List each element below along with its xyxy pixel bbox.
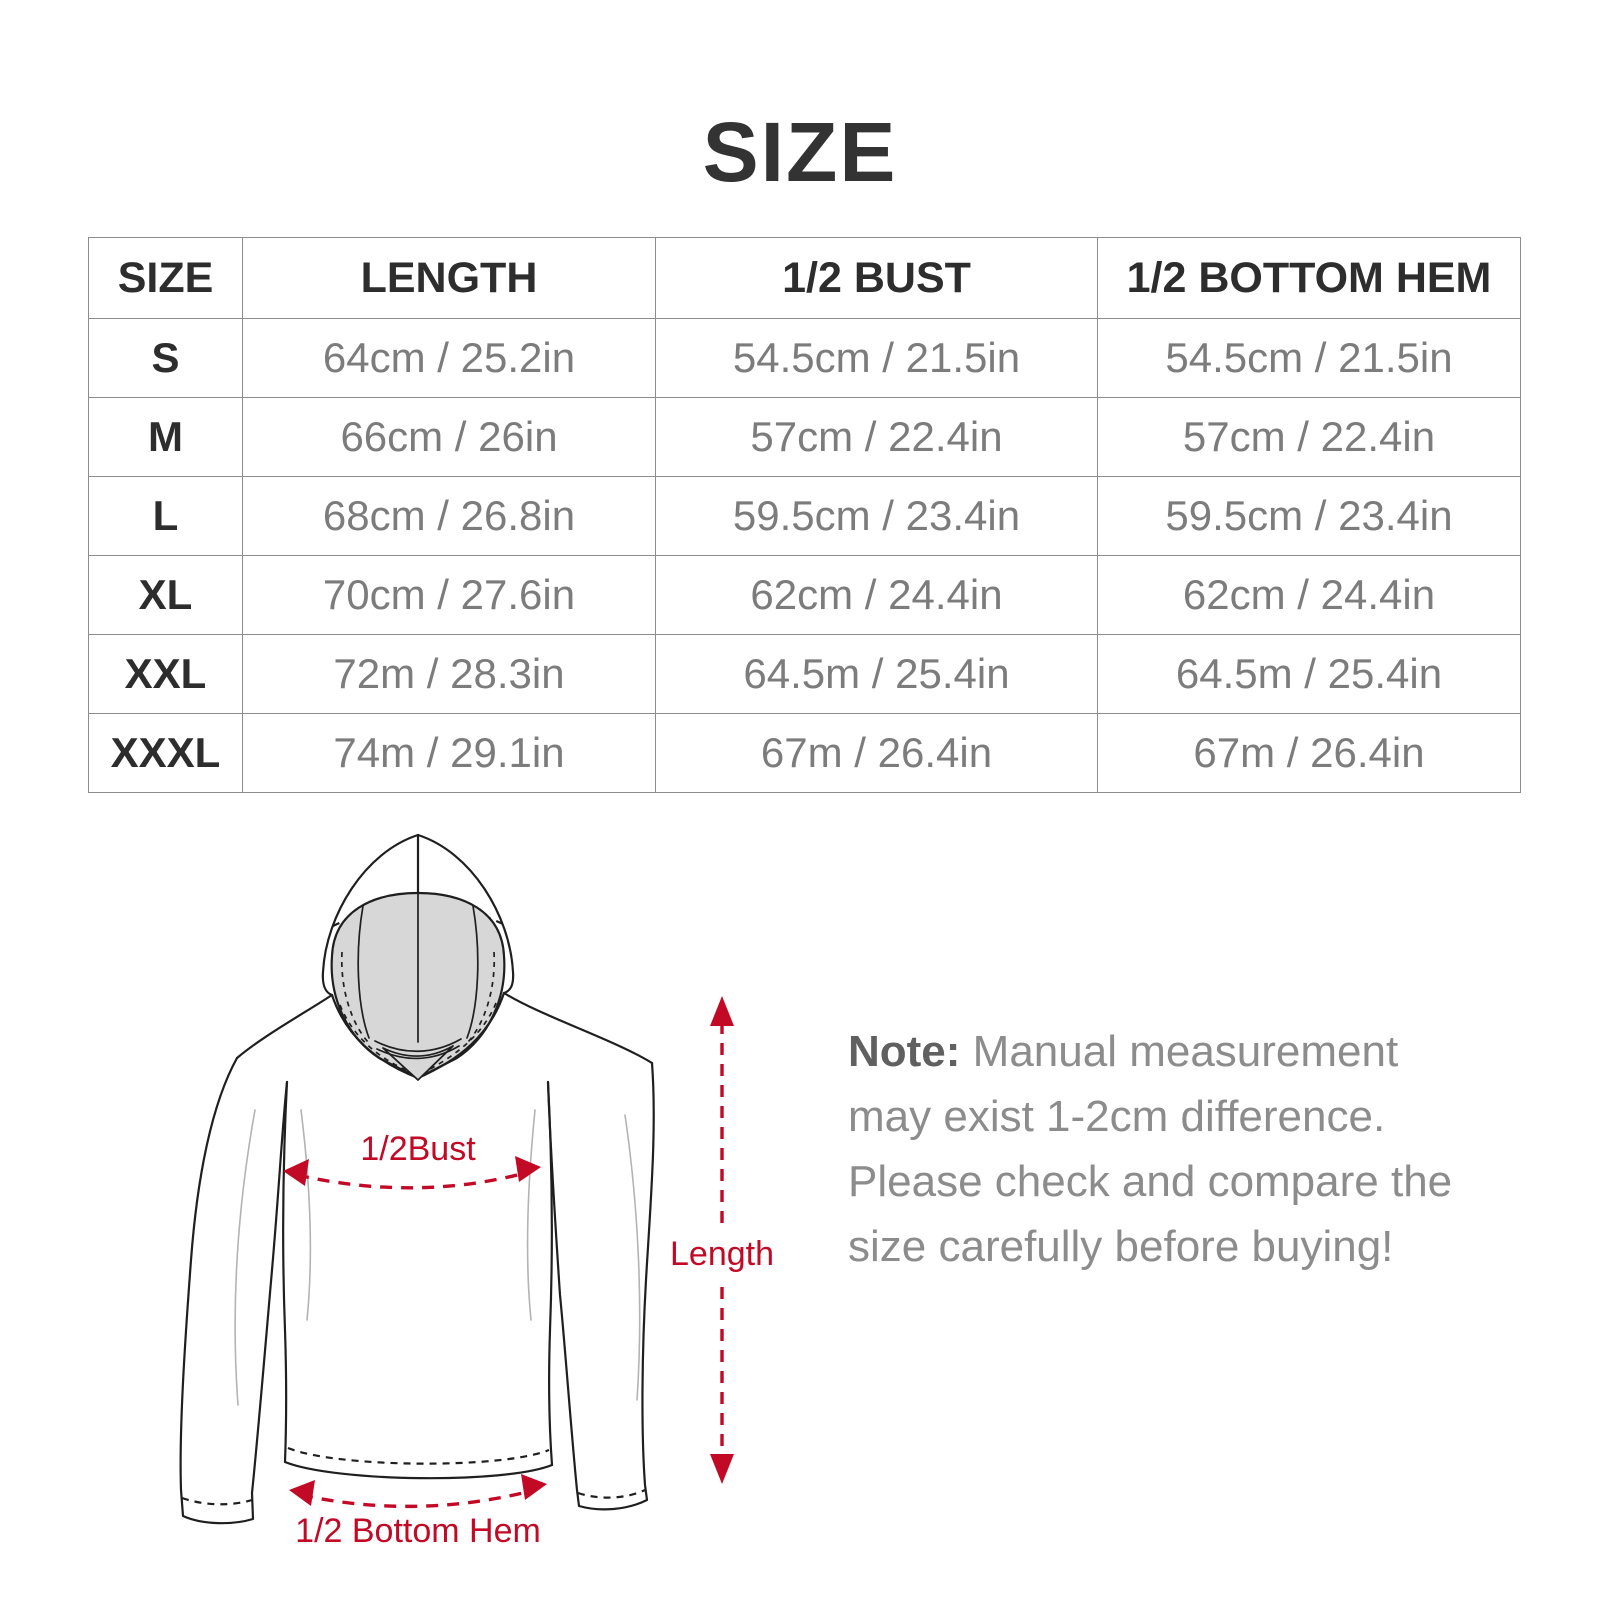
half-bust-value: 67m / 26.4in <box>655 713 1098 793</box>
length-arrow-up-icon <box>710 996 734 1026</box>
half-bust-label: 1/2Bust <box>360 1130 476 1168</box>
half-bust-value: 59.5cm / 23.4in <box>655 476 1098 556</box>
hoodie-drawing <box>179 833 655 1525</box>
table-row: XXXL 74m / 29.1in 67m / 26.4in 67m / 26.… <box>88 713 1521 793</box>
length-value: 72m / 28.3in <box>242 634 656 714</box>
length-value: 66cm / 26in <box>242 397 656 477</box>
note-label: Note: <box>848 1027 961 1076</box>
length-label: Length <box>670 1235 774 1273</box>
half-bottom-hem-value: 67m / 26.4in <box>1097 713 1521 793</box>
length-value: 68cm / 26.8in <box>242 476 656 556</box>
size-label: XXL <box>88 634 243 714</box>
size-table: SIZE LENGTH 1/2 BUST 1/2 BOTTOM HEM S 64… <box>88 237 1521 793</box>
half-bust-value: 64.5m / 25.4in <box>655 634 1098 714</box>
measurement-note: Note: Manual measurement may exist 1-2cm… <box>848 1019 1468 1279</box>
half-bust-annotation: 1/2Bust <box>283 1130 541 1190</box>
table-row: M 66cm / 26in 57cm / 22.4in 57cm / 22.4i… <box>88 397 1521 477</box>
col-header-half-bottom-hem: 1/2 BOTTOM HEM <box>1097 237 1521 319</box>
col-header-size: SIZE <box>88 237 243 319</box>
half-bust-value: 57cm / 22.4in <box>655 397 1098 477</box>
bust-arrow-left-icon <box>283 1159 309 1186</box>
table-row: L 68cm / 26.8in 59.5cm / 23.4in 59.5cm /… <box>88 476 1521 556</box>
half-bust-value: 62cm / 24.4in <box>655 555 1098 635</box>
length-annotation: Length <box>670 996 774 1484</box>
note-body: Manual measurement may exist 1-2cm diffe… <box>848 1027 1453 1271</box>
size-label: S <box>88 318 243 398</box>
bust-arrow-right-icon <box>515 1156 541 1182</box>
half-bottom-hem-value: 62cm / 24.4in <box>1097 555 1521 635</box>
hem-arrow-left-icon <box>289 1480 315 1506</box>
col-header-length: LENGTH <box>242 237 656 319</box>
table-header-row: SIZE LENGTH 1/2 BUST 1/2 BOTTOM HEM <box>88 237 1521 319</box>
size-label: L <box>88 476 243 556</box>
table-row: XXL 72m / 28.3in 64.5m / 25.4in 64.5m / … <box>88 634 1521 714</box>
half-bust-value: 54.5cm / 21.5in <box>655 318 1098 398</box>
col-header-half-bust: 1/2 BUST <box>655 237 1098 319</box>
half-bottom-hem-value: 59.5cm / 23.4in <box>1097 476 1521 556</box>
length-value: 74m / 29.1in <box>242 713 656 793</box>
table-row: XL 70cm / 27.6in 62cm / 24.4in 62cm / 24… <box>88 555 1521 635</box>
page-title: SIZE <box>702 105 898 199</box>
size-label: XL <box>88 555 243 635</box>
half-bottom-hem-label: 1/2 Bottom Hem <box>295 1512 541 1550</box>
length-value: 64cm / 25.2in <box>242 318 656 398</box>
half-bottom-hem-value: 57cm / 22.4in <box>1097 397 1521 477</box>
hem-arrow-right-icon <box>521 1474 547 1500</box>
size-label: XXXL <box>88 713 243 793</box>
hoodie-measurement-diagram: 1/2Bust Length 1/2 Bottom Hem <box>179 833 774 1550</box>
size-label: M <box>88 397 243 477</box>
half-bottom-hem-value: 54.5cm / 21.5in <box>1097 318 1521 398</box>
length-arrow-down-icon <box>710 1454 734 1484</box>
table-row: S 64cm / 25.2in 54.5cm / 21.5in 54.5cm /… <box>88 318 1521 398</box>
length-value: 70cm / 27.6in <box>242 555 656 635</box>
half-bottom-hem-value: 64.5m / 25.4in <box>1097 634 1521 714</box>
half-bottom-hem-annotation: 1/2 Bottom Hem <box>289 1474 547 1550</box>
